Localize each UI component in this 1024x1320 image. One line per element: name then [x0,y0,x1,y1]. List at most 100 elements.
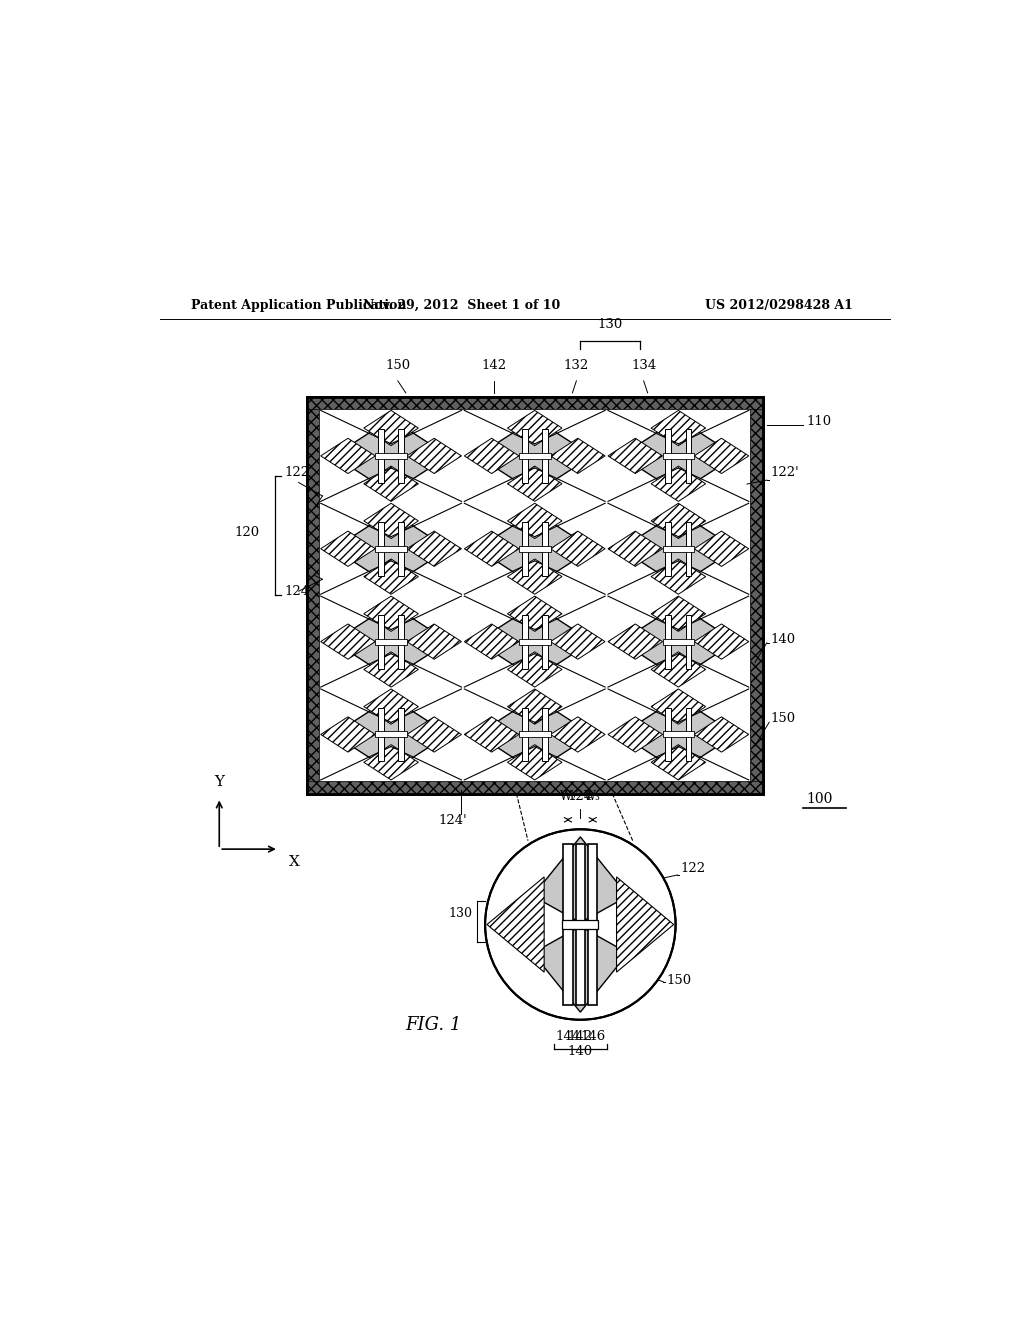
Text: 124': 124' [438,813,467,826]
Polygon shape [364,689,419,725]
Bar [319,409,751,781]
Text: 122: 122 [285,466,309,479]
Polygon shape [464,624,519,659]
Bar [663,639,694,644]
Bar [378,429,384,483]
Polygon shape [364,466,419,502]
Polygon shape [487,876,544,972]
Bar [375,639,407,644]
Text: W₃: W₃ [585,789,601,803]
Text: US 2012/0298428 A1: US 2012/0298428 A1 [705,300,853,312]
Bar [378,615,384,668]
Polygon shape [551,624,605,659]
Polygon shape [551,717,605,752]
Polygon shape [477,697,592,772]
Bar [398,429,404,483]
Polygon shape [651,744,706,780]
Polygon shape [621,697,736,772]
Bar [685,429,691,483]
Polygon shape [651,689,706,725]
Text: 124: 124 [567,789,593,803]
Text: 140: 140 [771,632,796,645]
Text: X: X [289,855,300,870]
Bar [522,708,527,762]
Bar [666,708,671,762]
Polygon shape [477,512,592,586]
Text: 122: 122 [680,862,706,875]
Polygon shape [477,418,592,494]
Bar [666,429,671,483]
Bar [306,397,319,793]
Bar [588,843,597,1006]
Polygon shape [508,466,562,502]
Polygon shape [407,624,462,659]
Bar [306,397,763,409]
Text: 124: 124 [285,585,309,598]
Text: 140: 140 [567,1045,593,1059]
Bar [306,397,763,793]
Polygon shape [334,418,449,494]
Text: 100: 100 [807,792,833,807]
Bar [542,708,548,762]
Polygon shape [651,652,706,688]
Polygon shape [608,624,663,659]
Circle shape [485,829,676,1020]
Text: 132: 132 [487,932,511,945]
Bar [375,453,407,459]
Polygon shape [694,438,749,474]
Polygon shape [364,597,419,631]
Bar [398,708,404,762]
Bar [378,521,384,576]
Text: 130: 130 [597,318,623,331]
Text: 120: 120 [234,525,260,539]
Bar [575,843,585,1006]
Bar [375,545,407,552]
Polygon shape [407,717,462,752]
Bar [542,521,548,576]
Bar [663,545,694,552]
Text: 142: 142 [481,359,506,372]
Polygon shape [364,411,419,446]
Polygon shape [694,531,749,566]
Polygon shape [532,837,628,923]
Text: 150: 150 [666,974,691,986]
Polygon shape [508,411,562,446]
Polygon shape [334,605,449,678]
Bar [666,521,671,576]
Polygon shape [321,531,375,566]
Bar [522,615,527,668]
Polygon shape [651,503,706,539]
Bar [542,615,548,668]
Polygon shape [608,438,663,474]
Polygon shape [508,597,562,631]
Bar [666,615,671,668]
Polygon shape [321,438,375,474]
Text: W₂: W₂ [559,789,577,803]
Text: 134: 134 [631,359,656,372]
Text: Nov. 29, 2012  Sheet 1 of 10: Nov. 29, 2012 Sheet 1 of 10 [362,300,560,312]
Bar [663,731,694,738]
Polygon shape [508,744,562,780]
Text: 134: 134 [487,891,511,904]
Bar [519,731,551,738]
Polygon shape [508,503,562,539]
Text: W₁: W₁ [645,917,662,931]
Polygon shape [508,689,562,725]
Text: Patent Application Publication: Patent Application Publication [191,300,407,312]
Polygon shape [621,418,736,494]
Text: 122': 122' [771,466,800,479]
Bar [375,731,407,738]
Polygon shape [694,717,749,752]
Polygon shape [407,531,462,566]
Bar [685,521,691,576]
Text: 150: 150 [771,713,796,725]
Text: Y: Y [214,775,224,788]
Bar [398,615,404,668]
Polygon shape [532,927,628,1012]
Text: 144: 144 [555,1030,581,1043]
Text: 130: 130 [449,907,473,920]
Text: 150: 150 [385,359,411,372]
Polygon shape [508,558,562,594]
Polygon shape [364,744,419,780]
Bar [751,397,763,793]
